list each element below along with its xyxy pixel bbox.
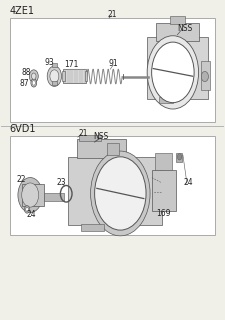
FancyBboxPatch shape	[201, 61, 210, 90]
Circle shape	[147, 36, 199, 109]
Text: 87: 87	[19, 79, 29, 88]
Text: 171: 171	[64, 60, 79, 69]
Text: 24: 24	[184, 178, 193, 187]
FancyBboxPatch shape	[44, 193, 64, 201]
FancyBboxPatch shape	[79, 134, 101, 141]
Circle shape	[18, 178, 43, 212]
Text: 91: 91	[109, 59, 118, 68]
Circle shape	[26, 207, 28, 211]
Text: 23: 23	[57, 178, 66, 187]
FancyBboxPatch shape	[77, 139, 126, 158]
Circle shape	[152, 42, 194, 103]
FancyBboxPatch shape	[62, 71, 65, 81]
Text: 4ZE1: 4ZE1	[10, 6, 35, 16]
Circle shape	[32, 73, 36, 79]
Text: NSS: NSS	[178, 24, 193, 33]
Text: 88: 88	[21, 68, 31, 77]
FancyBboxPatch shape	[10, 136, 215, 235]
FancyBboxPatch shape	[22, 184, 44, 206]
Circle shape	[47, 66, 61, 86]
Circle shape	[201, 71, 208, 82]
Circle shape	[31, 79, 37, 87]
FancyBboxPatch shape	[52, 81, 57, 85]
FancyBboxPatch shape	[52, 63, 57, 67]
FancyBboxPatch shape	[147, 37, 207, 100]
FancyBboxPatch shape	[169, 16, 185, 24]
Text: 93: 93	[45, 58, 54, 67]
Circle shape	[91, 151, 150, 236]
Circle shape	[94, 157, 146, 230]
Circle shape	[22, 183, 39, 207]
FancyBboxPatch shape	[63, 69, 86, 83]
Circle shape	[50, 70, 59, 83]
Text: 6VD1: 6VD1	[10, 124, 36, 134]
FancyBboxPatch shape	[152, 170, 176, 211]
FancyBboxPatch shape	[155, 153, 172, 170]
Circle shape	[177, 154, 182, 160]
FancyBboxPatch shape	[156, 23, 199, 41]
Text: NSS: NSS	[93, 132, 108, 141]
FancyBboxPatch shape	[10, 18, 215, 122]
Circle shape	[32, 81, 35, 85]
Text: 169: 169	[156, 209, 170, 218]
Text: 21: 21	[108, 10, 117, 19]
Text: 22: 22	[16, 175, 26, 184]
Circle shape	[24, 205, 30, 213]
FancyBboxPatch shape	[107, 143, 119, 155]
FancyBboxPatch shape	[68, 157, 162, 225]
Circle shape	[29, 70, 38, 83]
Text: 24: 24	[26, 210, 36, 219]
FancyBboxPatch shape	[81, 224, 104, 231]
FancyBboxPatch shape	[176, 153, 182, 162]
FancyBboxPatch shape	[160, 97, 173, 103]
Text: 21: 21	[79, 129, 88, 138]
FancyBboxPatch shape	[85, 71, 88, 81]
